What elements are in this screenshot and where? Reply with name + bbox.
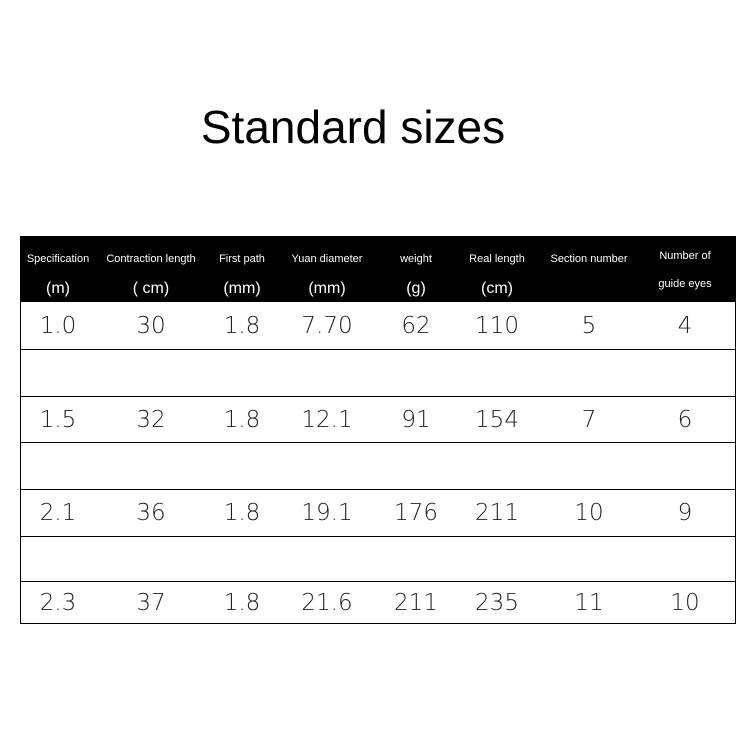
table-cell: 2.1 bbox=[39, 500, 77, 526]
header-unit: (mm) bbox=[308, 280, 346, 297]
table-row: 2.1 36 1.8 19.1 176 211 10 9 bbox=[21, 490, 735, 537]
table-cell: 1.5 bbox=[39, 406, 77, 433]
table-cell: 1.0 bbox=[39, 312, 77, 339]
header-label: Number of bbox=[659, 250, 711, 262]
table-cell: 19.1 bbox=[301, 500, 353, 526]
table-header: Specification (m) Contraction length ( cm) F… bbox=[21, 236, 735, 302]
table-cell: 10 bbox=[574, 500, 604, 526]
table-cell: 21.6 bbox=[301, 590, 353, 616]
table-row: 2.3 37 1.8 21.6 211 235 11 10 bbox=[21, 582, 735, 624]
spacer-row bbox=[21, 350, 735, 397]
table-cell: 1.8 bbox=[223, 406, 261, 433]
table-cell: 32 bbox=[136, 406, 166, 433]
header-label: Yuan diameter bbox=[291, 253, 363, 265]
header-unit: (m) bbox=[46, 280, 70, 297]
header-label: Real length bbox=[469, 253, 525, 265]
table-cell: 9 bbox=[677, 500, 693, 526]
spacer-row bbox=[21, 537, 735, 582]
table-cell: 36 bbox=[136, 500, 166, 526]
table-cell: 30 bbox=[136, 312, 166, 339]
table-row: 1.5 32 1.8 12.1 91 154 7 6 bbox=[21, 397, 735, 443]
header-unit: (mm) bbox=[223, 280, 261, 297]
table-cell: 5 bbox=[581, 312, 597, 339]
table-cell: 6 bbox=[677, 406, 693, 433]
page-title: Standard sizes bbox=[200, 101, 506, 153]
header-label: Specification bbox=[26, 253, 90, 265]
table-cell: 7.70 bbox=[301, 312, 353, 339]
header-unit: ( cm) bbox=[132, 280, 170, 297]
table-cell: 37 bbox=[136, 590, 166, 616]
header-unit: (g) bbox=[406, 280, 426, 297]
table-cell: 91 bbox=[401, 406, 431, 433]
table-cell: 1.8 bbox=[223, 500, 261, 526]
table-cell: 11 bbox=[574, 590, 604, 616]
sizes-table: Specification (m) Contraction length ( cm) F… bbox=[20, 236, 736, 624]
spacer-row bbox=[21, 443, 735, 490]
table-cell: 1.8 bbox=[223, 590, 261, 616]
table-cell: 62 bbox=[401, 312, 431, 339]
table-cell: 211 bbox=[475, 500, 519, 526]
header-label: Contraction length bbox=[106, 253, 196, 265]
table-cell: 154 bbox=[475, 406, 519, 433]
header-unit: (cm) bbox=[481, 280, 513, 297]
table-cell: 12.1 bbox=[301, 406, 353, 433]
header-label: Section number bbox=[550, 253, 628, 265]
table-cell: 7 bbox=[581, 406, 597, 433]
table-cell: 110 bbox=[475, 312, 519, 339]
header-unit: guide eyes bbox=[658, 278, 712, 290]
header-label: First path bbox=[219, 253, 265, 265]
table-cell: 176 bbox=[394, 500, 438, 526]
header-label: weight bbox=[400, 253, 432, 265]
table-cell: 2.3 bbox=[39, 590, 77, 616]
table-row: 1.0 30 1.8 7.70 62 110 5 4 bbox=[21, 302, 735, 350]
table-cell: 235 bbox=[475, 590, 519, 616]
table-cell: 1.8 bbox=[223, 312, 261, 339]
table-cell: 10 bbox=[670, 590, 700, 616]
table-cell: 211 bbox=[394, 590, 438, 616]
table-cell: 4 bbox=[677, 312, 693, 339]
